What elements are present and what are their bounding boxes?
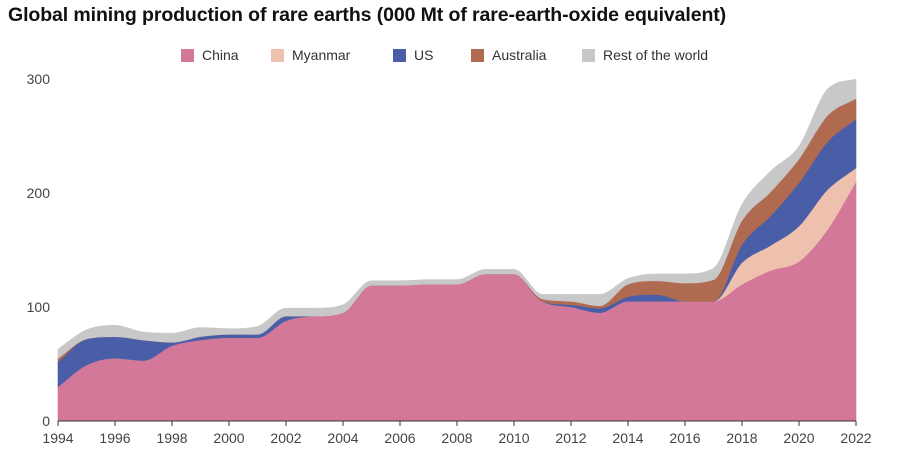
x-tick-label-2010: 2010	[498, 430, 529, 446]
legend-item-china: China	[181, 47, 239, 63]
x-tick-label-2012: 2012	[555, 430, 586, 446]
x-tick-label-2000: 2000	[213, 430, 244, 446]
y-tick-label-0: 0	[42, 413, 50, 429]
x-tick-label-2014: 2014	[612, 430, 643, 446]
x-tick-label-2016: 2016	[669, 430, 700, 446]
x-tick-label-2004: 2004	[327, 430, 358, 446]
legend-swatch-us	[393, 48, 406, 62]
legend-item-australia: Australia	[471, 47, 546, 63]
legend-label-rest-of-world: Rest of the world	[603, 47, 709, 63]
legend: China Myanmar US Australia Rest of the w…	[0, 47, 898, 67]
legend-label-australia: Australia	[492, 47, 547, 63]
legend-swatch-myanmar	[271, 48, 284, 62]
legend-item-rest-of-world: Rest of the world	[582, 47, 708, 63]
y-tick-label-100: 100	[27, 299, 51, 315]
chart-title: Global mining production of rare earths …	[8, 4, 727, 26]
x-tick-label-2002: 2002	[270, 430, 301, 446]
legend-item-myanmar: Myanmar	[271, 47, 350, 63]
x-tick-label-1998: 1998	[156, 430, 187, 446]
x-tick-label-1996: 1996	[99, 430, 130, 446]
area-series-rest-of-the-world	[57, 78, 857, 359]
legend-swatch-australia	[471, 48, 484, 62]
y-tick-label-300: 300	[27, 71, 51, 87]
area-layers	[57, 78, 857, 422]
legend-item-us: US	[393, 47, 433, 63]
y-axis-ticks: 0 100 200 300	[27, 71, 51, 429]
legend-label-us: US	[414, 47, 434, 63]
x-tick-label-2018: 2018	[726, 430, 757, 446]
legend-label-china: China	[202, 47, 239, 63]
y-tick-label-200: 200	[27, 185, 51, 201]
legend-swatch-china	[181, 48, 194, 62]
x-tick-label-2008: 2008	[441, 430, 472, 446]
legend-swatch-rest-of-world	[582, 48, 595, 62]
x-tick-label-2020: 2020	[783, 430, 814, 446]
x-tick-label-1994: 1994	[42, 430, 73, 446]
x-tick-label-2006: 2006	[384, 430, 415, 446]
legend-label-myanmar: Myanmar	[292, 47, 351, 63]
x-axis-ticks: 1994 1996 1998 2000 2002 2004 2006 2008 2010 2012…	[42, 421, 872, 446]
x-tick-label-2022: 2022	[840, 430, 871, 446]
